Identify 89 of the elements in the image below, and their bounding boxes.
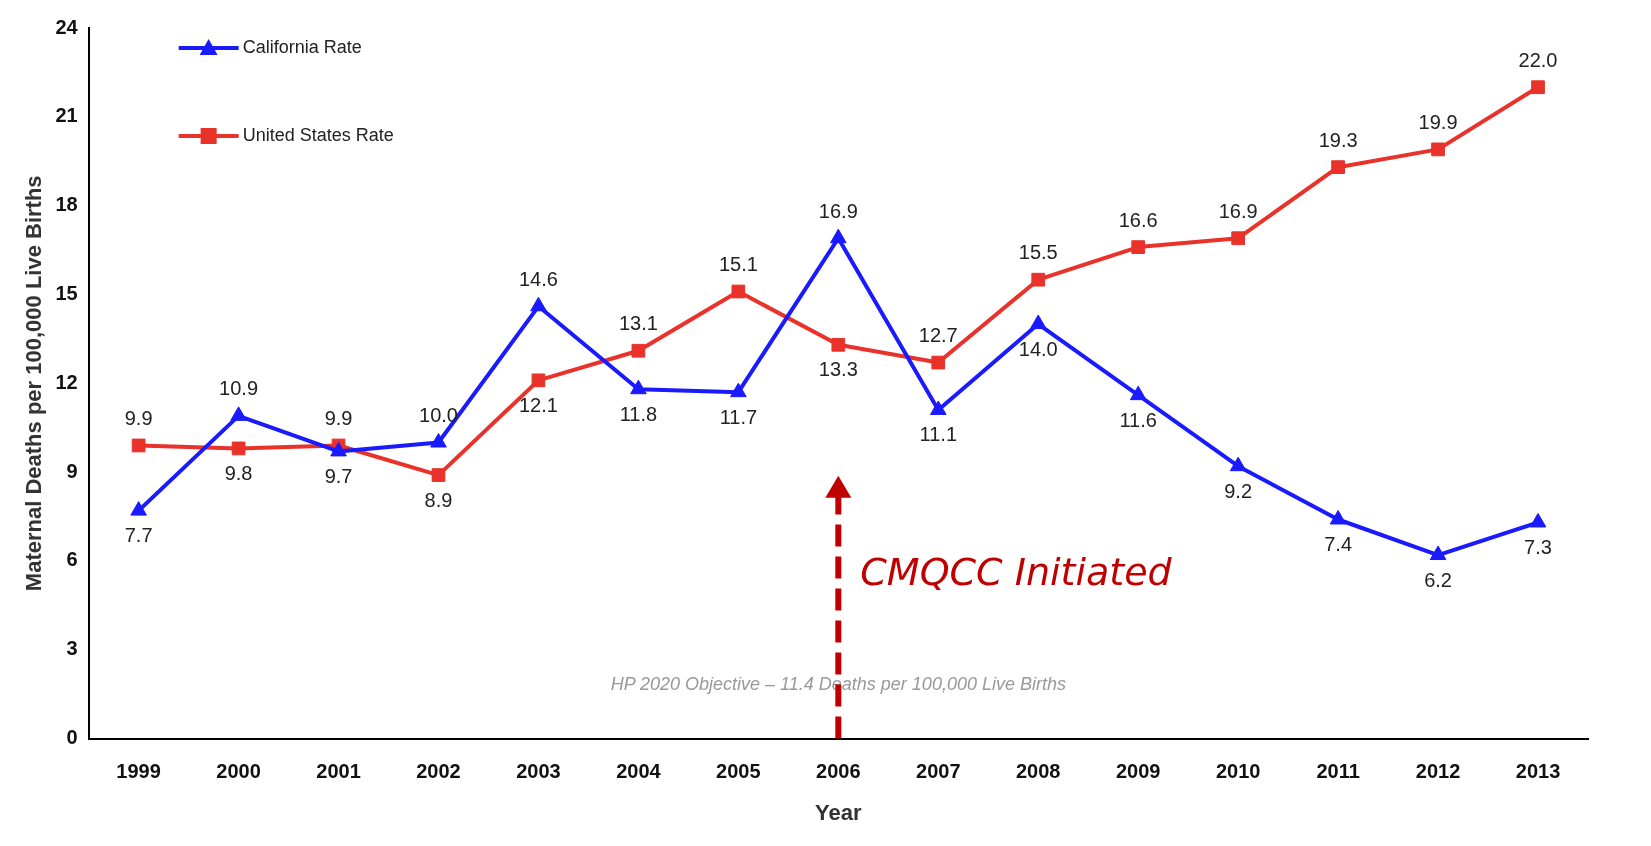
point bbox=[131, 438, 146, 453]
x-axis-title: Year bbox=[815, 799, 862, 825]
annotation: HP 2020 Objective – 11.4 Deaths per 100,000 Live Births bbox=[610, 674, 1066, 695]
data-label: 6.2 bbox=[1424, 568, 1452, 591]
data-label: 7.7 bbox=[124, 524, 153, 547]
point bbox=[1031, 272, 1046, 287]
point bbox=[830, 228, 847, 244]
point bbox=[531, 373, 546, 388]
y-tick-label: 9 bbox=[66, 459, 78, 482]
data-label: 9.2 bbox=[1224, 479, 1253, 502]
y-tick-label: 3 bbox=[66, 637, 78, 660]
point bbox=[1131, 240, 1146, 254]
point bbox=[1429, 545, 1447, 561]
data-label: 9.9 bbox=[124, 406, 153, 429]
data-label: 19.3 bbox=[1318, 128, 1358, 151]
data-label: 8.9 bbox=[424, 488, 453, 511]
data-label: 16.9 bbox=[1218, 199, 1258, 222]
data-label: 12.7 bbox=[918, 324, 958, 347]
point bbox=[431, 468, 446, 482]
legend-label: California Rate bbox=[242, 36, 362, 57]
x-tick-label: 2009 bbox=[1115, 760, 1161, 783]
data-label: 12.1 bbox=[518, 393, 558, 416]
data-label: 16.6 bbox=[1118, 208, 1158, 231]
y-tick-label: 15 bbox=[55, 281, 78, 304]
legend-label: United States Rate bbox=[242, 124, 394, 145]
data-label: 14.6 bbox=[518, 267, 558, 290]
point bbox=[130, 501, 147, 516]
point bbox=[1529, 512, 1547, 528]
annotation: CMQCC Initiated bbox=[860, 550, 1173, 595]
point bbox=[831, 337, 846, 352]
data-label: 15.1 bbox=[718, 253, 758, 276]
x-tick-label: 2010 bbox=[1215, 760, 1261, 783]
x-tick-label: 2000 bbox=[216, 760, 261, 783]
x-tick-label: 1999 bbox=[116, 760, 161, 783]
data-label: 14.0 bbox=[1018, 337, 1058, 360]
y-axis-title: Maternal Deaths per 100,000 Live Births bbox=[21, 175, 47, 592]
data-label: 11.6 bbox=[1119, 408, 1157, 431]
point bbox=[1431, 142, 1445, 157]
y-tick-label: 24 bbox=[55, 15, 79, 38]
x-tick-label: 2012 bbox=[1415, 760, 1461, 783]
point bbox=[330, 441, 347, 457]
point bbox=[931, 355, 946, 370]
point bbox=[530, 296, 547, 312]
data-label: 9.8 bbox=[224, 461, 253, 484]
point bbox=[1231, 231, 1246, 246]
y-tick-label: 12 bbox=[55, 370, 78, 393]
y-tick-label: 21 bbox=[55, 104, 78, 127]
point bbox=[929, 400, 947, 415]
data-label: 10.9 bbox=[219, 377, 259, 400]
data-label: 10.0 bbox=[419, 404, 458, 427]
point bbox=[1129, 385, 1147, 401]
data-label: 16.9 bbox=[818, 199, 858, 222]
data-label: 13.1 bbox=[618, 312, 658, 335]
x-tick-label: 2007 bbox=[916, 760, 961, 783]
x-tick-label: 2006 bbox=[816, 760, 861, 783]
x-tick-label: 2013 bbox=[1515, 760, 1561, 783]
data-label: 7.3 bbox=[1524, 535, 1552, 558]
x-tick-label: 2011 bbox=[1316, 760, 1360, 783]
point bbox=[230, 406, 247, 421]
data-label: 22.0 bbox=[1518, 48, 1558, 71]
data-label: 7.4 bbox=[1324, 533, 1353, 556]
point bbox=[1331, 160, 1345, 175]
x-tick-label: 2005 bbox=[716, 760, 761, 783]
data-label: 13.3 bbox=[818, 358, 858, 381]
x-tick-label: 2008 bbox=[1015, 760, 1061, 783]
data-label: 11.8 bbox=[619, 402, 658, 425]
y-tick-label: 0 bbox=[66, 726, 78, 749]
y-tick-label: 6 bbox=[66, 548, 78, 571]
x-tick-label: 2004 bbox=[616, 760, 662, 783]
data-label: 9.7 bbox=[324, 464, 353, 487]
data-label: 15.5 bbox=[1018, 241, 1058, 264]
x-tick-label: 2002 bbox=[416, 760, 461, 783]
point bbox=[631, 343, 646, 358]
point bbox=[730, 382, 747, 398]
point bbox=[430, 433, 447, 448]
point bbox=[231, 441, 246, 456]
data-label: 11.1 bbox=[919, 423, 958, 446]
point bbox=[1229, 456, 1247, 472]
data-label: 9.9 bbox=[324, 406, 353, 429]
point bbox=[1329, 510, 1347, 525]
x-tick-label: 2003 bbox=[516, 760, 561, 783]
point bbox=[1531, 80, 1545, 95]
point bbox=[630, 379, 647, 395]
x-tick-label: 2001 bbox=[316, 760, 361, 783]
point bbox=[731, 284, 746, 299]
data-label: 19.9 bbox=[1418, 110, 1458, 133]
data-label: 11.7 bbox=[719, 405, 758, 428]
point bbox=[1029, 314, 1047, 330]
y-tick-label: 18 bbox=[55, 193, 78, 216]
